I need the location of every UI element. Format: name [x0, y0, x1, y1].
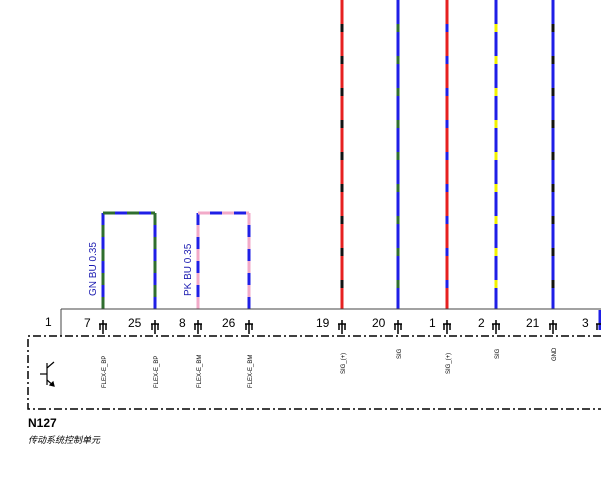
- pin-number-26: 26: [222, 316, 236, 330]
- pin-terminal-26: [245, 320, 253, 334]
- pin-terminal-19: [338, 320, 346, 334]
- wire-label-gn-bu: GN BU 0.35: [88, 242, 99, 296]
- signal-label: FLEX-E_BP: [102, 356, 108, 388]
- pin-terminal-8: [194, 320, 202, 334]
- pin-number-8: 8: [179, 316, 186, 330]
- wire-loop-pink-blue[interactable]: [196, 211, 251, 309]
- pin-terminal-1: [443, 320, 451, 334]
- pin-terminal-25: [151, 320, 159, 334]
- pin-number-2: 2: [478, 316, 485, 330]
- connector-pin-1: 1: [45, 315, 52, 329]
- signal-label: SIG_(+): [446, 353, 452, 374]
- transistor-icon: [40, 361, 55, 387]
- pin-number-25: 25: [128, 316, 142, 330]
- pin-number-3: 3: [582, 316, 589, 330]
- signal-label: SIG: [495, 348, 501, 359]
- connector-strip: [60, 308, 601, 336]
- component-name: N127: [28, 416, 57, 430]
- ecu-box[interactable]: [27, 335, 601, 410]
- pin-terminal-20: [394, 320, 402, 334]
- pin-number-21: 21: [526, 316, 540, 330]
- pin-number-20: 20: [372, 316, 386, 330]
- pin-number-7: 7: [84, 316, 91, 330]
- pin-number-19: 19: [316, 316, 330, 330]
- wire-label-pk-bu: PK BU 0.35: [183, 243, 194, 296]
- signal-label: SIG: [397, 348, 403, 359]
- signal-label: FLEX-E_BM: [248, 355, 254, 388]
- pin-terminal-21: [549, 320, 557, 334]
- pin-number-1: 1: [429, 316, 436, 330]
- pin-terminal-7: [99, 320, 107, 334]
- signal-label: SIG_(+): [341, 353, 347, 374]
- pin-terminal-3: [596, 323, 601, 330]
- signal-label: FLEX-E_BP: [154, 356, 160, 388]
- signal-label: FLEX-E_BM: [197, 355, 203, 388]
- wire-loop-green-blue[interactable]: [101, 211, 157, 309]
- pin-terminals: [99, 320, 601, 334]
- pin-terminal-2: [492, 320, 500, 334]
- component-description: 传动系统控制单元: [28, 435, 101, 446]
- signal-label: GND: [552, 347, 558, 361]
